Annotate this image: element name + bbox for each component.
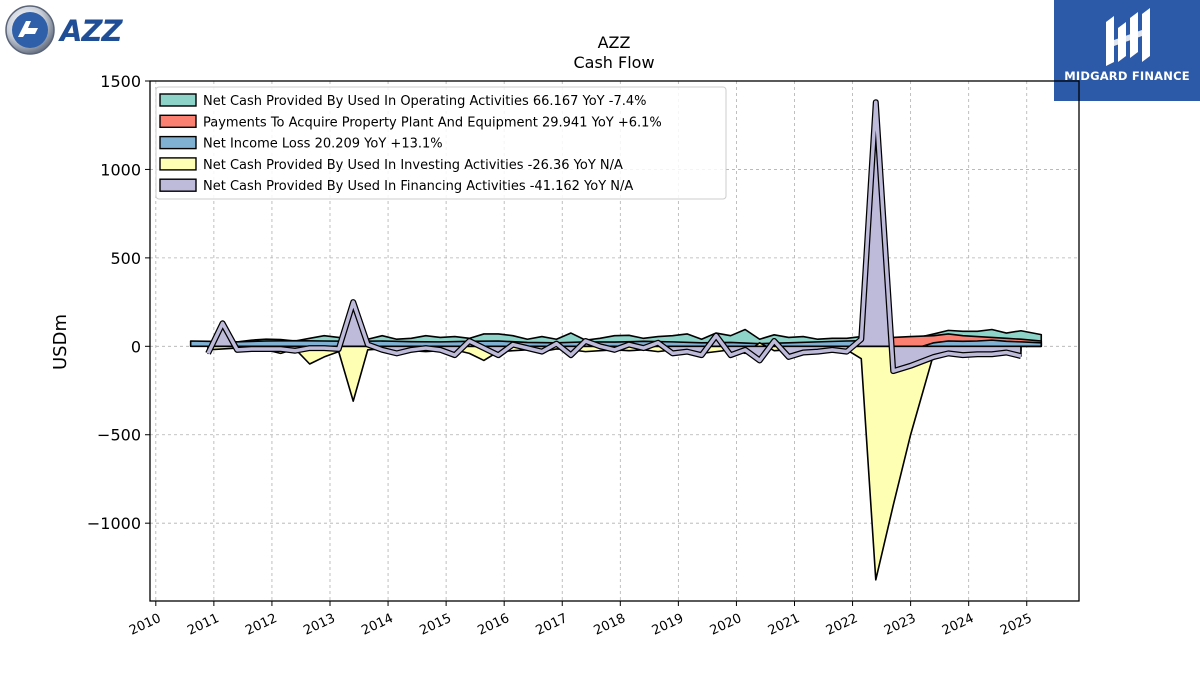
x-tick-label: 2015 — [417, 611, 453, 639]
x-tick-label: 2018 — [592, 611, 628, 639]
legend-swatch-net_income — [159, 135, 197, 150]
y-axis: −1000 −500 0 500 1000 1500 — [87, 72, 150, 533]
y-tick-label: 500 — [110, 249, 141, 268]
x-tick-label: 2024 — [940, 611, 976, 639]
x-tick-label: 2023 — [882, 611, 918, 639]
azz-logo-icon — [5, 5, 55, 55]
badge-text: MIDGARD FINANCE — [1064, 69, 1190, 83]
legend: Net Cash Provided By Used In Operating A… — [155, 86, 727, 200]
y-tick-label: 1500 — [100, 72, 141, 91]
x-tick-label: 2017 — [534, 611, 570, 639]
chart-title: AZZ — [598, 33, 631, 52]
azz-logo: AZZ — [4, 4, 136, 58]
chart-subtitle: Cash Flow — [573, 53, 654, 72]
legend-label-net_income: Net Income Loss 20.209 YoY +13.1% — [203, 137, 443, 152]
series-area-net_income — [189, 339, 1043, 358]
midgard-logo-icon — [1106, 8, 1150, 66]
x-tick-label: 2025 — [998, 611, 1034, 639]
x-tick-label: 2012 — [243, 611, 279, 639]
x-tick-label: 2022 — [824, 611, 860, 639]
x-tick-label: 2019 — [650, 611, 686, 639]
legend-swatch-operating — [159, 93, 197, 107]
x-axis: 2010 2011 2012 2013 2014 2015 2016 2017 2018 2019… — [127, 601, 1034, 639]
x-tick-label: 2020 — [708, 611, 744, 639]
legend-label-capex: Payments To Acquire Property Plant And E… — [203, 115, 662, 130]
ticker-logo-text: AZZ — [60, 14, 122, 48]
series-line-financing — [206, 100, 1022, 373]
y-tick-label: −500 — [97, 426, 141, 445]
midgard-finance-badge: MIDGARD FINANCE — [1054, 0, 1200, 101]
y-tick-label: 1000 — [100, 160, 141, 179]
x-tick-label: 2016 — [476, 611, 512, 639]
plot-frame — [149, 80, 1080, 602]
series-areas — [189, 99, 1043, 581]
legend-label-investing: Net Cash Provided By Used In Investing A… — [203, 158, 623, 173]
y-tick-label: 0 — [131, 337, 141, 356]
legend-label-financing: Net Cash Provided By Used In Financing A… — [203, 179, 633, 194]
legend-swatch-investing — [159, 157, 197, 171]
legend-label-operating: Net Cash Provided By Used In Operating A… — [203, 94, 646, 109]
legend-swatch-financing — [159, 178, 197, 192]
y-axis-label: USDm — [50, 314, 71, 370]
legend-swatch-capex — [159, 114, 197, 129]
x-tick-label: 2011 — [185, 611, 221, 639]
x-tick-label: 2021 — [766, 611, 802, 639]
x-tick-label: 2013 — [301, 611, 337, 639]
legend-frame — [155, 86, 727, 200]
y-tick-label: −1000 — [87, 514, 141, 533]
x-tick-label: 2010 — [127, 611, 163, 639]
x-tick-label: 2014 — [359, 611, 395, 639]
